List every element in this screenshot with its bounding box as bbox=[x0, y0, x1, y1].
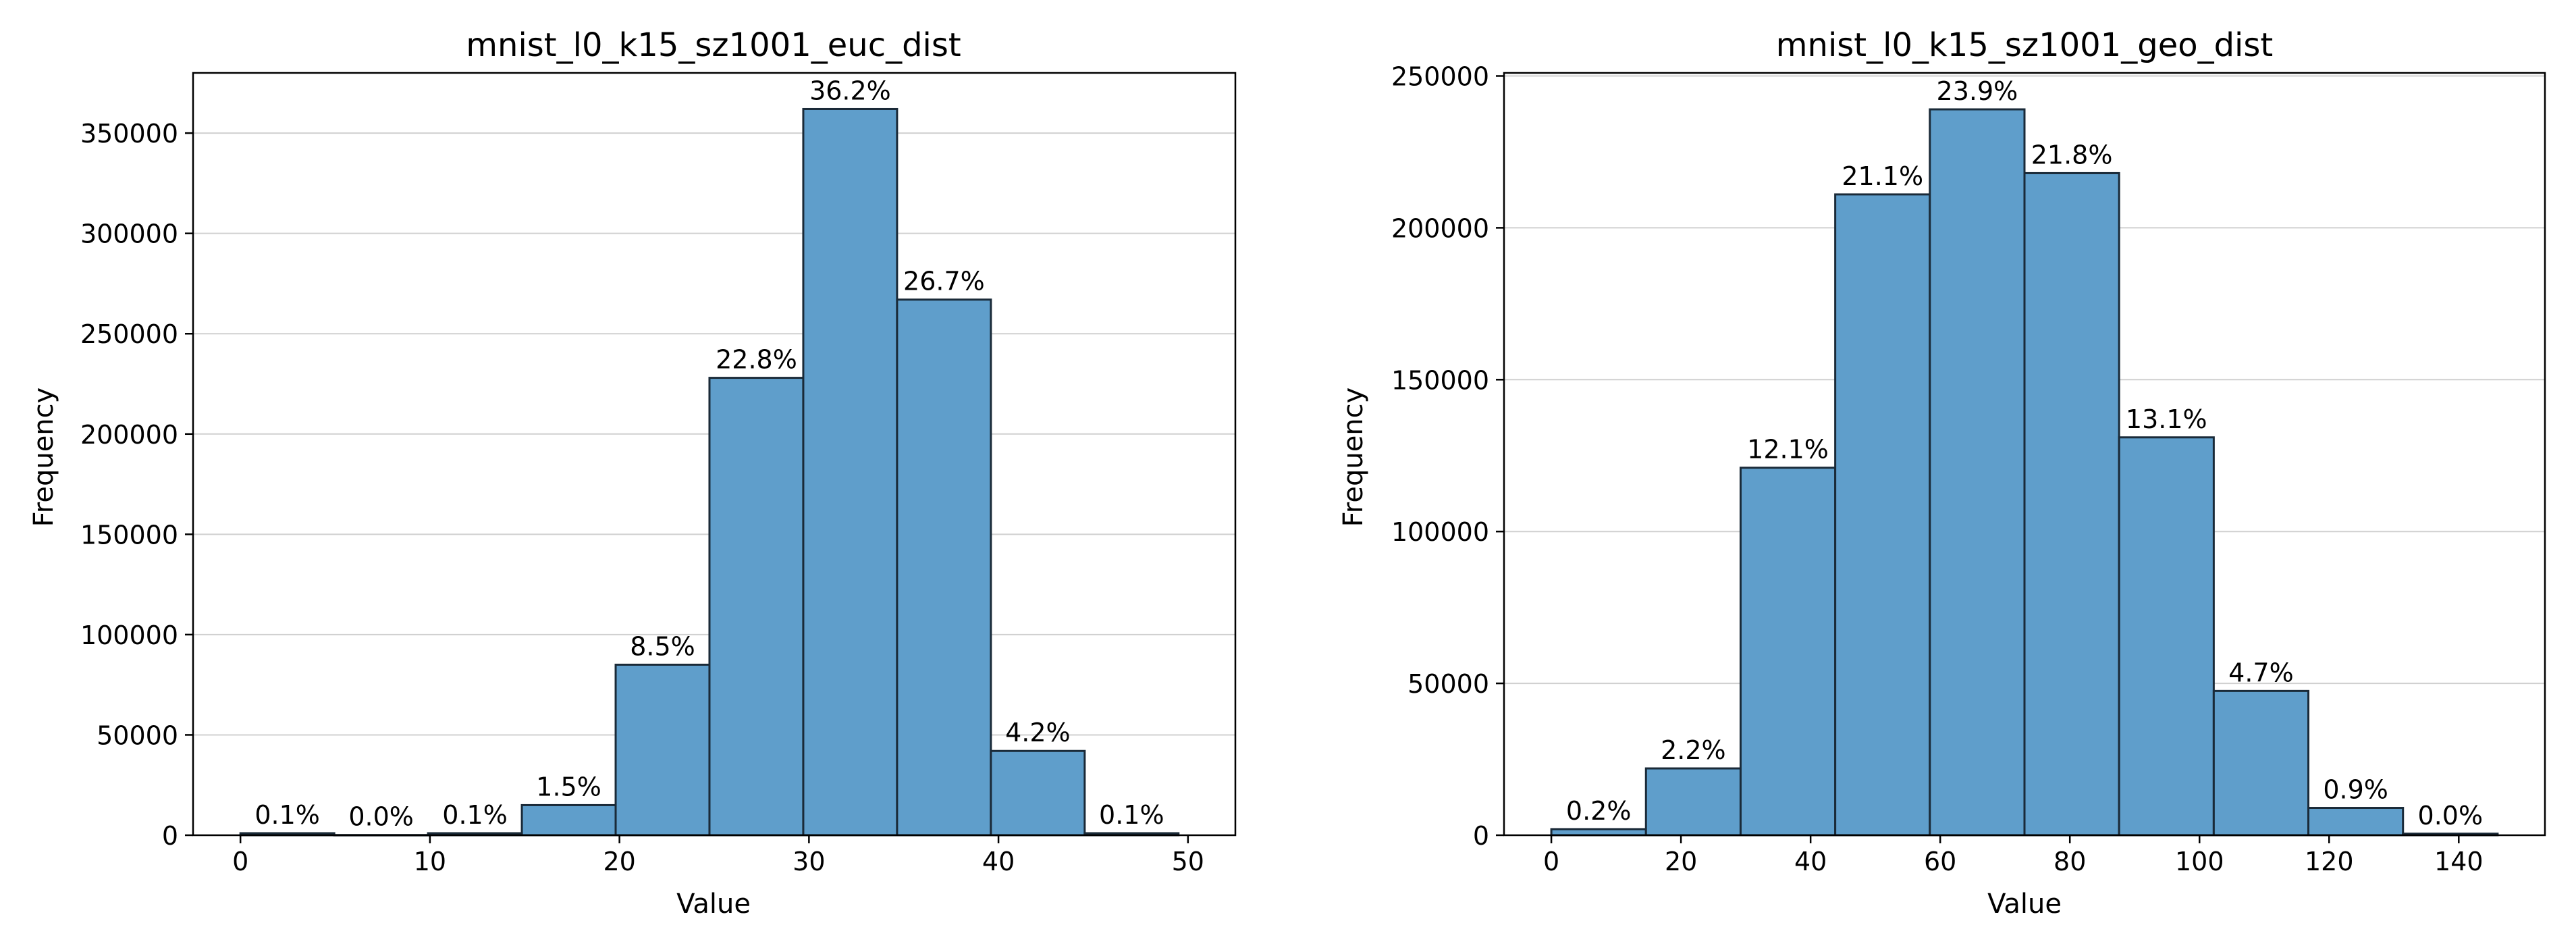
x-tick-label: 100 bbox=[2175, 847, 2224, 876]
histogram-bar bbox=[1739, 467, 1837, 837]
bar-percentage-label: 22.8% bbox=[716, 345, 797, 375]
bar-percentage-label: 26.7% bbox=[903, 267, 985, 296]
bar-percentage-label: 0.1% bbox=[254, 800, 320, 830]
x-ticks: 0 10 20 30 40 50 bbox=[232, 835, 1204, 876]
bars bbox=[239, 107, 1180, 837]
y-tick-label: 0 bbox=[1473, 821, 1489, 851]
bar-percentage-label: 0.0% bbox=[348, 802, 414, 832]
x-tick-label: 0 bbox=[1543, 847, 1559, 876]
x-tick-label: 30 bbox=[793, 847, 825, 876]
y-tick-label: 150000 bbox=[80, 520, 178, 550]
histogram-bar bbox=[1834, 193, 1931, 837]
axes-frame bbox=[1503, 72, 2546, 837]
histogram-geo-dist: mnist_l0_k15_sz1001_geo_dist Frequency V… bbox=[1338, 26, 2546, 920]
histogram-bar bbox=[2118, 436, 2215, 837]
x-tick-label: 140 bbox=[2434, 847, 2484, 876]
x-tick-label: 40 bbox=[982, 847, 1015, 876]
histogram-bar bbox=[1550, 828, 1647, 837]
bar-percentage-label: 0.1% bbox=[1099, 800, 1164, 830]
x-tick-label: 10 bbox=[414, 847, 446, 876]
y-tick-label: 250000 bbox=[80, 319, 178, 349]
axes-frame bbox=[192, 72, 1237, 837]
y-tick-label: 100000 bbox=[80, 621, 178, 650]
y-tick-label: 50000 bbox=[1407, 669, 1489, 699]
histogram-bar bbox=[1929, 108, 2026, 837]
y-tick-label: 350000 bbox=[80, 119, 178, 149]
histogram-bar bbox=[2023, 171, 2120, 837]
histogram-bar bbox=[614, 663, 711, 837]
x-tick-label: 80 bbox=[2054, 847, 2086, 876]
x-tick-label: 50 bbox=[1172, 847, 1204, 876]
x-ticks: 0 20 40 60 80 100 120 140 bbox=[1543, 835, 2484, 876]
y-ticks: 0 50000 100000 150000 200000 250000 300000 3500… bbox=[80, 119, 193, 851]
bar-labels: 0.2% 2.2% 12.1% 21.1% 23.9% 21.8% 13.1% 4.7% 0.9… bbox=[1566, 76, 2483, 830]
x-axis-label: Value bbox=[1987, 889, 2062, 920]
bars bbox=[1550, 108, 2499, 837]
histogram-bar bbox=[2212, 689, 2310, 837]
bar-percentage-label: 4.7% bbox=[2228, 658, 2294, 687]
histogram-bar bbox=[802, 107, 898, 837]
bar-percentage-label: 36.2% bbox=[809, 76, 891, 105]
bar-percentage-label: 0.0% bbox=[2418, 801, 2484, 830]
x-tick-label: 120 bbox=[2305, 847, 2354, 876]
bar-percentage-label: 0.9% bbox=[2323, 775, 2388, 805]
chart-title: mnist_l0_k15_sz1001_euc_dist bbox=[466, 26, 961, 64]
bar-labels: 0.1% 0.0% 0.1% 1.5% 8.5% 22.8% 36.2% 26.7% 4.2% 0… bbox=[254, 76, 1164, 831]
bar-percentage-label: 4.2% bbox=[1005, 718, 1071, 747]
y-tick-label: 0 bbox=[162, 821, 178, 851]
histogram-bar bbox=[896, 298, 992, 837]
histogram-bar bbox=[1644, 767, 1742, 837]
bar-percentage-label: 21.8% bbox=[2031, 140, 2113, 169]
y-axis-label: Frequency bbox=[1338, 388, 1369, 527]
histogram-bar bbox=[708, 377, 805, 837]
bar-percentage-label: 12.1% bbox=[1747, 435, 1829, 465]
y-axis-label: Frequency bbox=[28, 388, 59, 527]
histogram-bar bbox=[2307, 807, 2405, 837]
bar-percentage-label: 1.5% bbox=[536, 772, 601, 801]
y-tick-label: 200000 bbox=[1391, 213, 1489, 243]
histogram-euc-dist: mnist_l0_k15_sz1001_euc_dist Frequency V… bbox=[28, 26, 1237, 920]
histogram-bar bbox=[990, 749, 1086, 837]
chart-title: mnist_l0_k15_sz1001_geo_dist bbox=[1776, 26, 2273, 64]
x-tick-label: 20 bbox=[1665, 847, 1697, 876]
bar-percentage-label: 0.1% bbox=[442, 800, 508, 830]
x-tick-label: 0 bbox=[232, 847, 248, 876]
bar-percentage-label: 13.1% bbox=[2126, 404, 2207, 434]
bar-percentage-label: 0.2% bbox=[1566, 796, 1632, 826]
x-tick-label: 60 bbox=[1924, 847, 1956, 876]
histogram-bar bbox=[520, 803, 617, 837]
y-ticks: 0 50000 100000 150000 200000 250000 bbox=[1391, 61, 1504, 851]
bar-percentage-label: 23.9% bbox=[1937, 76, 2018, 106]
y-tick-label: 250000 bbox=[1391, 61, 1489, 91]
x-tick-label: 40 bbox=[1794, 847, 1827, 876]
y-tick-label: 100000 bbox=[1391, 517, 1489, 547]
y-tick-label: 200000 bbox=[80, 420, 178, 450]
bar-percentage-label: 2.2% bbox=[1661, 735, 1726, 765]
x-axis-label: Value bbox=[676, 889, 751, 920]
y-tick-label: 150000 bbox=[1391, 365, 1489, 395]
y-tick-label: 50000 bbox=[97, 720, 178, 750]
x-tick-label: 20 bbox=[603, 847, 635, 876]
bar-percentage-label: 21.1% bbox=[1842, 161, 1923, 191]
bar-percentage-label: 8.5% bbox=[630, 631, 695, 661]
y-tick-label: 300000 bbox=[80, 219, 178, 249]
